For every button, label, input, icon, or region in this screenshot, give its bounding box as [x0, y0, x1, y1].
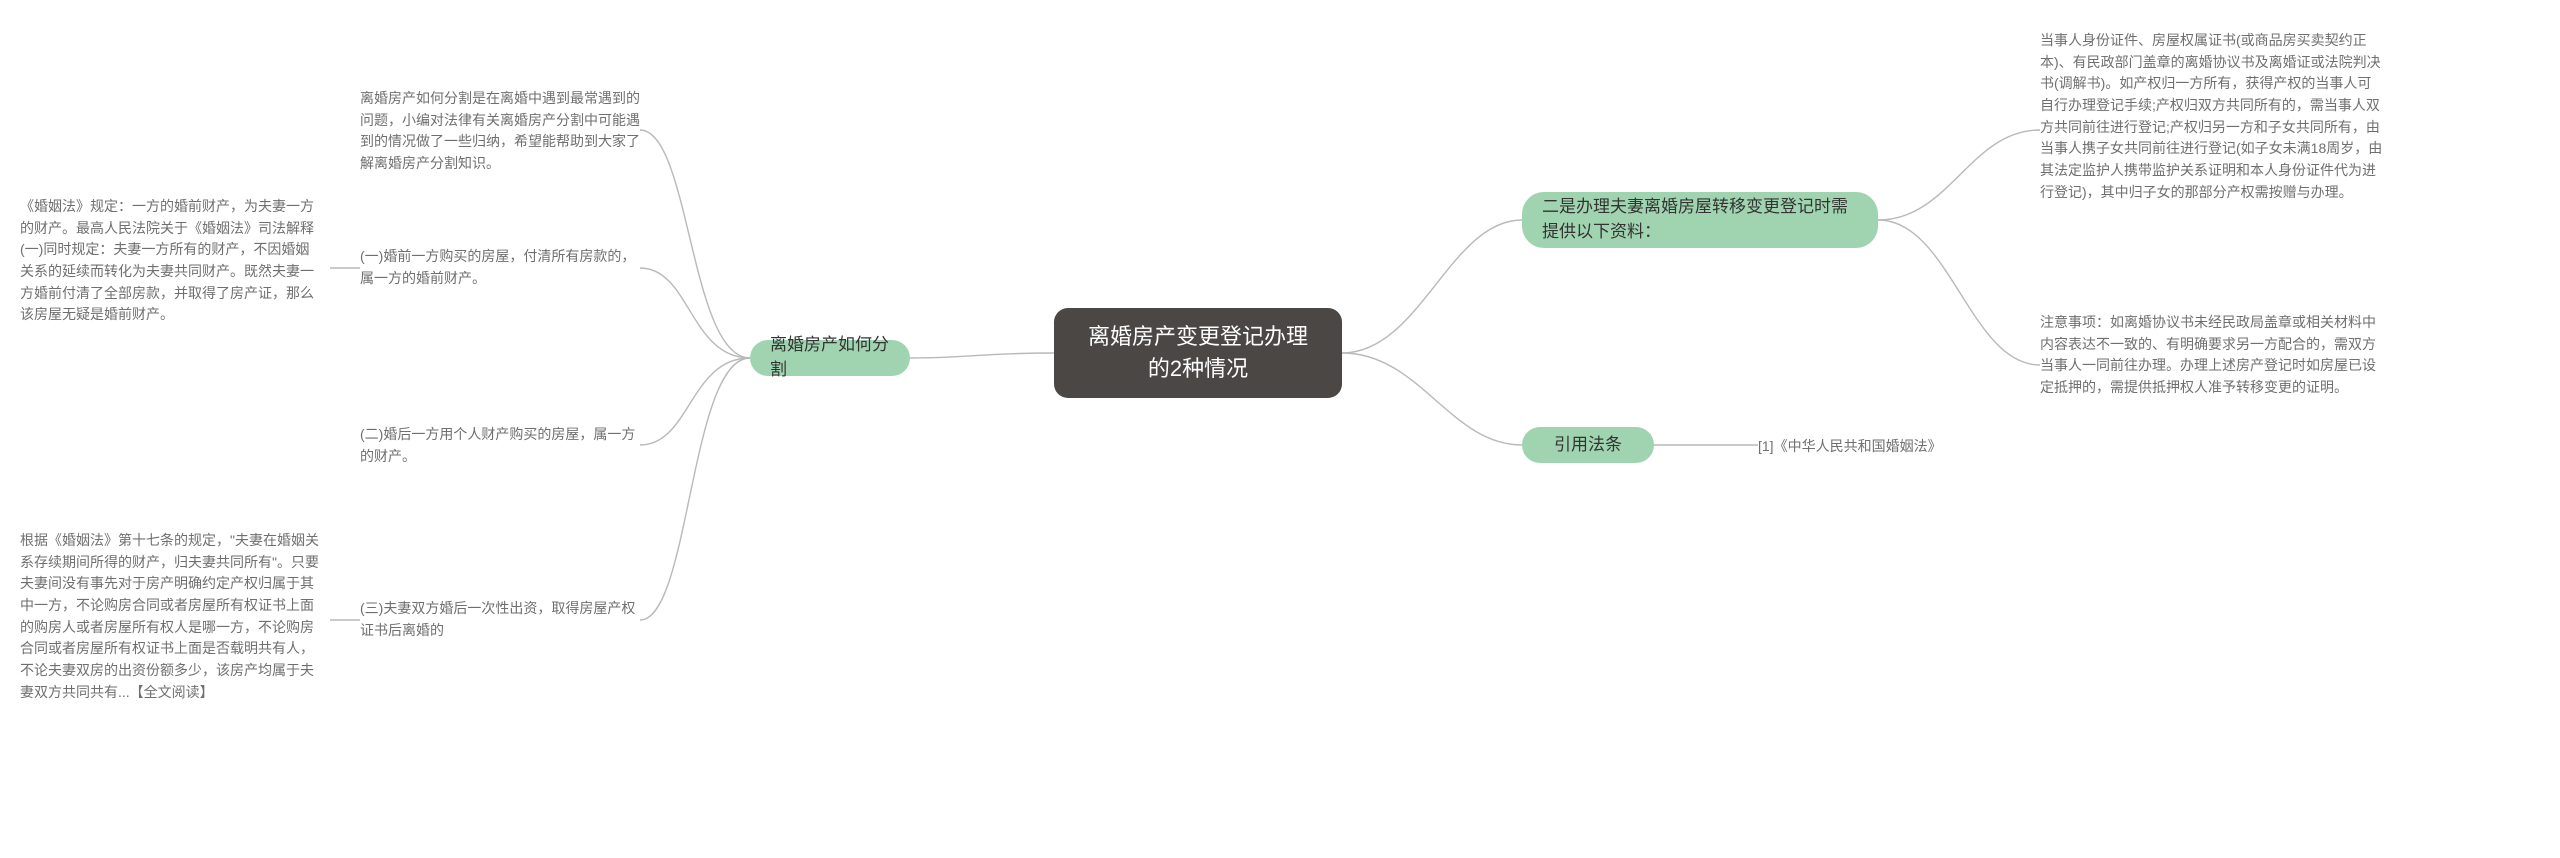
branch-divorce-materials-label: 二是办理夫妻离婚房屋转移变更登记时需提供以下资料： [1542, 195, 1858, 244]
branch-divorce-materials[interactable]: 二是办理夫妻离婚房屋转移变更登记时需提供以下资料： [1522, 192, 1878, 248]
leaf-materials-1: 当事人身份证件、房屋权属证书(或商品房买卖契约正本)、有民政部门盖章的离婚协议书… [2040, 30, 2385, 204]
leaf-divide-item1-detail: 《婚姻法》规定：一方的婚前财产，为夫妻一方的财产。最高人民法院关于《婚姻法》司法… [20, 196, 320, 326]
leaf-law-reference-1: [1]《中华人民共和国婚姻法》 [1758, 436, 2058, 458]
branch-how-to-divide-label: 离婚房产如何分割 [770, 333, 890, 382]
leaf-materials-2-text: 注意事项：如离婚协议书未经民政局盖章或相关材料中内容表达不一致的、有明确要求另一… [2040, 312, 2385, 399]
leaf-law-reference-1-text: [1]《中华人民共和国婚姻法》 [1758, 436, 1942, 458]
leaf-divide-item2-head-text: (二)婚后一方用个人财产购买的房屋，属一方的财产。 [360, 424, 640, 467]
root-label: 离婚房产变更登记办理的2种情况 [1080, 321, 1316, 385]
leaf-divide-item3-detail-text: 根据《婚姻法》第十七条的规定，"夫妻在婚姻关系存续期间所得的财产，归夫妻共同所有… [20, 530, 320, 704]
leaf-divide-intro: 离婚房产如何分割是在离婚中遇到最常遇到的问题，小编对法律有关离婚房产分割中可能遇… [360, 88, 640, 175]
branch-how-to-divide[interactable]: 离婚房产如何分割 [750, 340, 910, 376]
leaf-materials-1-text: 当事人身份证件、房屋权属证书(或商品房买卖契约正本)、有民政部门盖章的离婚协议书… [2040, 30, 2385, 204]
branch-law-reference-label: 引用法条 [1554, 433, 1622, 458]
leaf-divide-intro-text: 离婚房产如何分割是在离婚中遇到最常遇到的问题，小编对法律有关离婚房产分割中可能遇… [360, 88, 640, 175]
leaf-divide-item3-head: (三)夫妻双方婚后一次性出资，取得房屋产权证书后离婚的 [360, 598, 640, 641]
leaf-divide-item3-detail: 根据《婚姻法》第十七条的规定，"夫妻在婚姻关系存续期间所得的财产，归夫妻共同所有… [20, 530, 320, 704]
branch-law-reference[interactable]: 引用法条 [1522, 427, 1654, 463]
leaf-divide-item2-head: (二)婚后一方用个人财产购买的房屋，属一方的财产。 [360, 424, 640, 467]
leaf-divide-item1-head: (一)婚前一方购买的房屋，付清所有房款的，属一方的婚前财产。 [360, 246, 640, 289]
leaf-divide-item1-detail-text: 《婚姻法》规定：一方的婚前财产，为夫妻一方的财产。最高人民法院关于《婚姻法》司法… [20, 196, 320, 326]
leaf-divide-item3-head-text: (三)夫妻双方婚后一次性出资，取得房屋产权证书后离婚的 [360, 598, 640, 641]
leaf-materials-2: 注意事项：如离婚协议书未经民政局盖章或相关材料中内容表达不一致的、有明确要求另一… [2040, 312, 2385, 399]
root-node: 离婚房产变更登记办理的2种情况 [1054, 308, 1342, 398]
leaf-divide-item1-head-text: (一)婚前一方购买的房屋，付清所有房款的，属一方的婚前财产。 [360, 246, 640, 289]
